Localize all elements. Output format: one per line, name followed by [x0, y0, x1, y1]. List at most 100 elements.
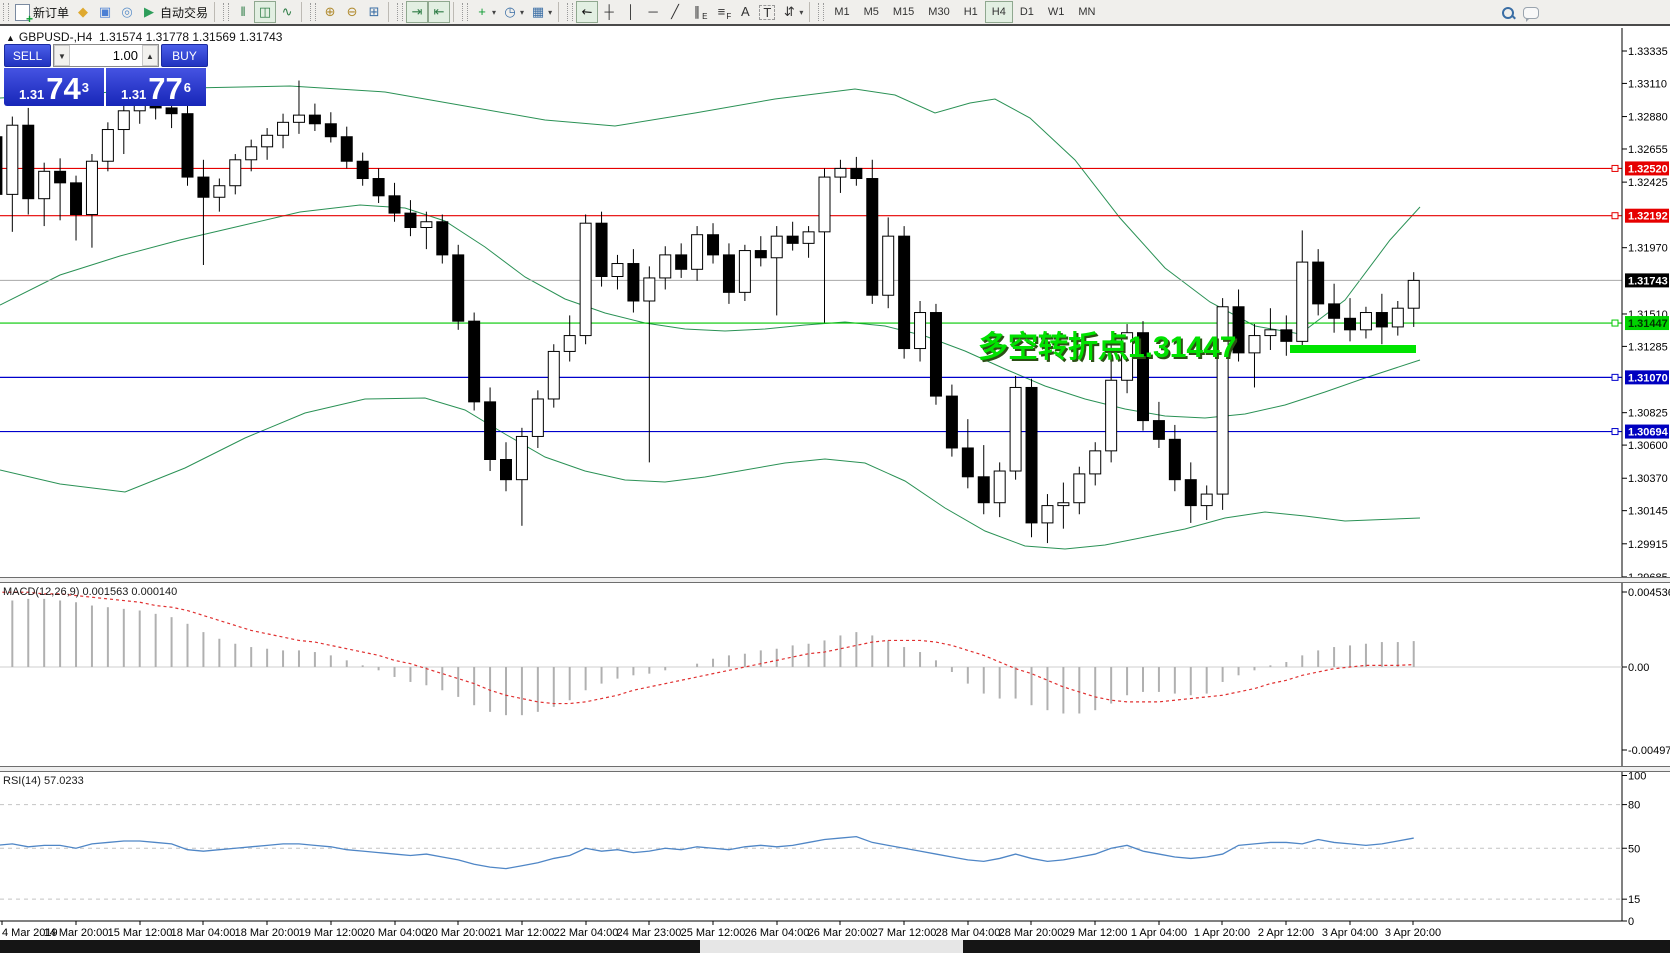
candle [547, 344, 560, 408]
vertical-line-button[interactable]: │ [620, 1, 642, 23]
sell-button[interactable]: SELL [4, 44, 51, 67]
pane-splitter-rsi[interactable] [0, 766, 1670, 772]
price-tick-label: 1.30145 [1628, 506, 1668, 518]
candle [1280, 315, 1293, 356]
candle [786, 221, 799, 251]
autotrading-button[interactable]: ▶ 自动交易 [138, 1, 211, 23]
line-handle[interactable] [1611, 164, 1619, 172]
candlestick-chart-button[interactable]: ◫ [254, 1, 277, 23]
candle [882, 217, 895, 309]
ohlc-values: 1.31574 1.31778 1.31569 1.31743 [98, 30, 283, 44]
chart-canvas[interactable]: 1.33335 1.33110 1.32880 1.32655 1.32425 1.319… [0, 26, 1670, 940]
timeframe-h4-button[interactable]: H4 [984, 1, 1013, 23]
chart-annotation-text[interactable]: 多空转折点1.31447 [978, 331, 1237, 364]
bar-chart-button[interactable]: ‖ [232, 1, 254, 23]
toolbar-grip[interactable] [818, 3, 825, 21]
volume-down-button[interactable]: ▼ [54, 45, 70, 66]
toolbar-grip[interactable] [567, 3, 574, 21]
toolbar-grip[interactable] [223, 3, 230, 21]
line-handle[interactable] [1611, 319, 1619, 327]
tile-windows-button[interactable]: ⊞ [363, 1, 385, 23]
time-tick-label: 26 Mar 20:00 [808, 927, 873, 939]
indicators-button-dropdown-icon[interactable]: ▾ [492, 7, 497, 17]
trend-highlight-bar[interactable] [1290, 345, 1416, 353]
buy-button[interactable]: BUY [161, 44, 208, 67]
timeframe-d1-button[interactable]: D1 [1013, 1, 1041, 23]
candle [500, 442, 512, 492]
timeframe-m30-button[interactable]: M30 [921, 1, 956, 23]
trendline-button[interactable]: ╱ [664, 1, 686, 23]
timeframe-mn-button[interactable]: MN [1071, 1, 1102, 23]
candles-layer [0, 80, 1420, 544]
periods-button[interactable]: ◷ ▾ [499, 1, 527, 23]
candle [515, 427, 528, 526]
line-chart-button[interactable]: ∿ [276, 1, 298, 23]
buy-price-display[interactable]: 1.31 77 6 [106, 68, 206, 106]
timeframe-m15-button[interactable]: M15 [886, 1, 921, 23]
auto-scroll-button[interactable]: ⇥ [406, 1, 429, 23]
text-label-button[interactable]: T [756, 1, 778, 23]
text-label-icon: T [759, 4, 776, 20]
volume-up-button[interactable]: ▲ [142, 45, 158, 66]
timeframe-m15-button-label: M15 [892, 6, 915, 18]
templates-button[interactable]: ▦ ▾ [527, 1, 555, 23]
toolbar-grip[interactable] [397, 3, 404, 21]
cursor-icon: ↖ [577, 2, 596, 21]
sell-price-display[interactable]: 1.31 74 3 [4, 68, 104, 106]
mql5-community-button[interactable]: ▣ [94, 1, 116, 23]
crosshair-button[interactable]: ┼ [598, 1, 620, 23]
vertical-line-icon: │ [627, 4, 636, 19]
symbol-name: GBPUSD-,H4 [18, 30, 93, 44]
timeframe-m5-button[interactable]: M5 [857, 1, 886, 23]
line-handle[interactable] [1611, 428, 1619, 436]
candle [277, 113, 290, 149]
text-button[interactable]: A [734, 1, 756, 23]
indicators-button[interactable]: + ▾ [471, 1, 499, 23]
timeframe-h4-button-label: H4 [991, 6, 1006, 18]
search-button[interactable] [1498, 2, 1520, 24]
periods-button-dropdown-icon[interactable]: ▾ [520, 7, 525, 17]
candle [1152, 401, 1165, 448]
toolbar-grip[interactable] [310, 3, 317, 21]
volume-input[interactable] [70, 45, 142, 66]
candle [802, 226, 815, 258]
chart-area[interactable]: 1.33335 1.33110 1.32880 1.32655 1.32425 1.319… [0, 26, 1670, 940]
metaeditor-button[interactable]: ◆ [72, 1, 94, 23]
candle [1041, 494, 1054, 544]
arrows-button[interactable]: ⇵ ▾ [778, 1, 806, 23]
price-tick-label: 1.29915 [1628, 539, 1668, 551]
toolbar-group: + ▾ ◷ ▾ ▦ ▾ [459, 0, 564, 25]
line-handle[interactable] [1611, 212, 1619, 220]
channel-button[interactable]: ∥ E [686, 1, 710, 23]
timeframe-w1-button[interactable]: W1 [1041, 1, 1072, 23]
horizontal-line-button[interactable]: ─ [642, 1, 664, 23]
price-axis[interactable]: 1.33335 1.33110 1.32880 1.32655 1.32425 1.319… [1621, 28, 1669, 921]
toolbar-grip[interactable] [462, 3, 469, 21]
timeframe-m30-button-label: M30 [928, 6, 950, 18]
horizontal-level-lines[interactable] [0, 164, 1622, 436]
timeframe-m1-button[interactable]: M1 [827, 1, 856, 23]
toolbar-grip[interactable] [3, 3, 9, 21]
zoom-in-button[interactable]: ⊕ [319, 1, 341, 23]
zoom-out-button[interactable]: ⊖ [341, 1, 363, 23]
candle [898, 226, 911, 359]
price-label-text: 1.31447 [1628, 318, 1668, 330]
cursor-button[interactable]: ↖ [576, 1, 599, 23]
chart-shift-button[interactable]: ⇤ [428, 1, 451, 23]
pane-splitter-macd[interactable] [0, 577, 1670, 583]
line-handle[interactable] [1611, 373, 1619, 381]
new-order-button[interactable]: + 新订单 [12, 1, 72, 25]
taskbar-strip [0, 940, 1670, 953]
timeframe-w1-button-label: W1 [1047, 6, 1065, 18]
fibonacci-button[interactable]: ≡ F [710, 1, 734, 23]
candle [1375, 293, 1388, 345]
chat-button[interactable] [1520, 2, 1542, 24]
sell-price-main: 74 [46, 71, 81, 106]
zoom-out-icon: ⊖ [346, 4, 358, 19]
arrows-button-dropdown-icon[interactable]: ▾ [799, 7, 804, 17]
timeframe-h1-button[interactable]: H1 [957, 1, 985, 23]
rsi-axis-label: 80 [1628, 800, 1640, 812]
templates-button-dropdown-icon[interactable]: ▾ [548, 7, 553, 17]
signals-button[interactable]: ◎ [116, 1, 138, 23]
